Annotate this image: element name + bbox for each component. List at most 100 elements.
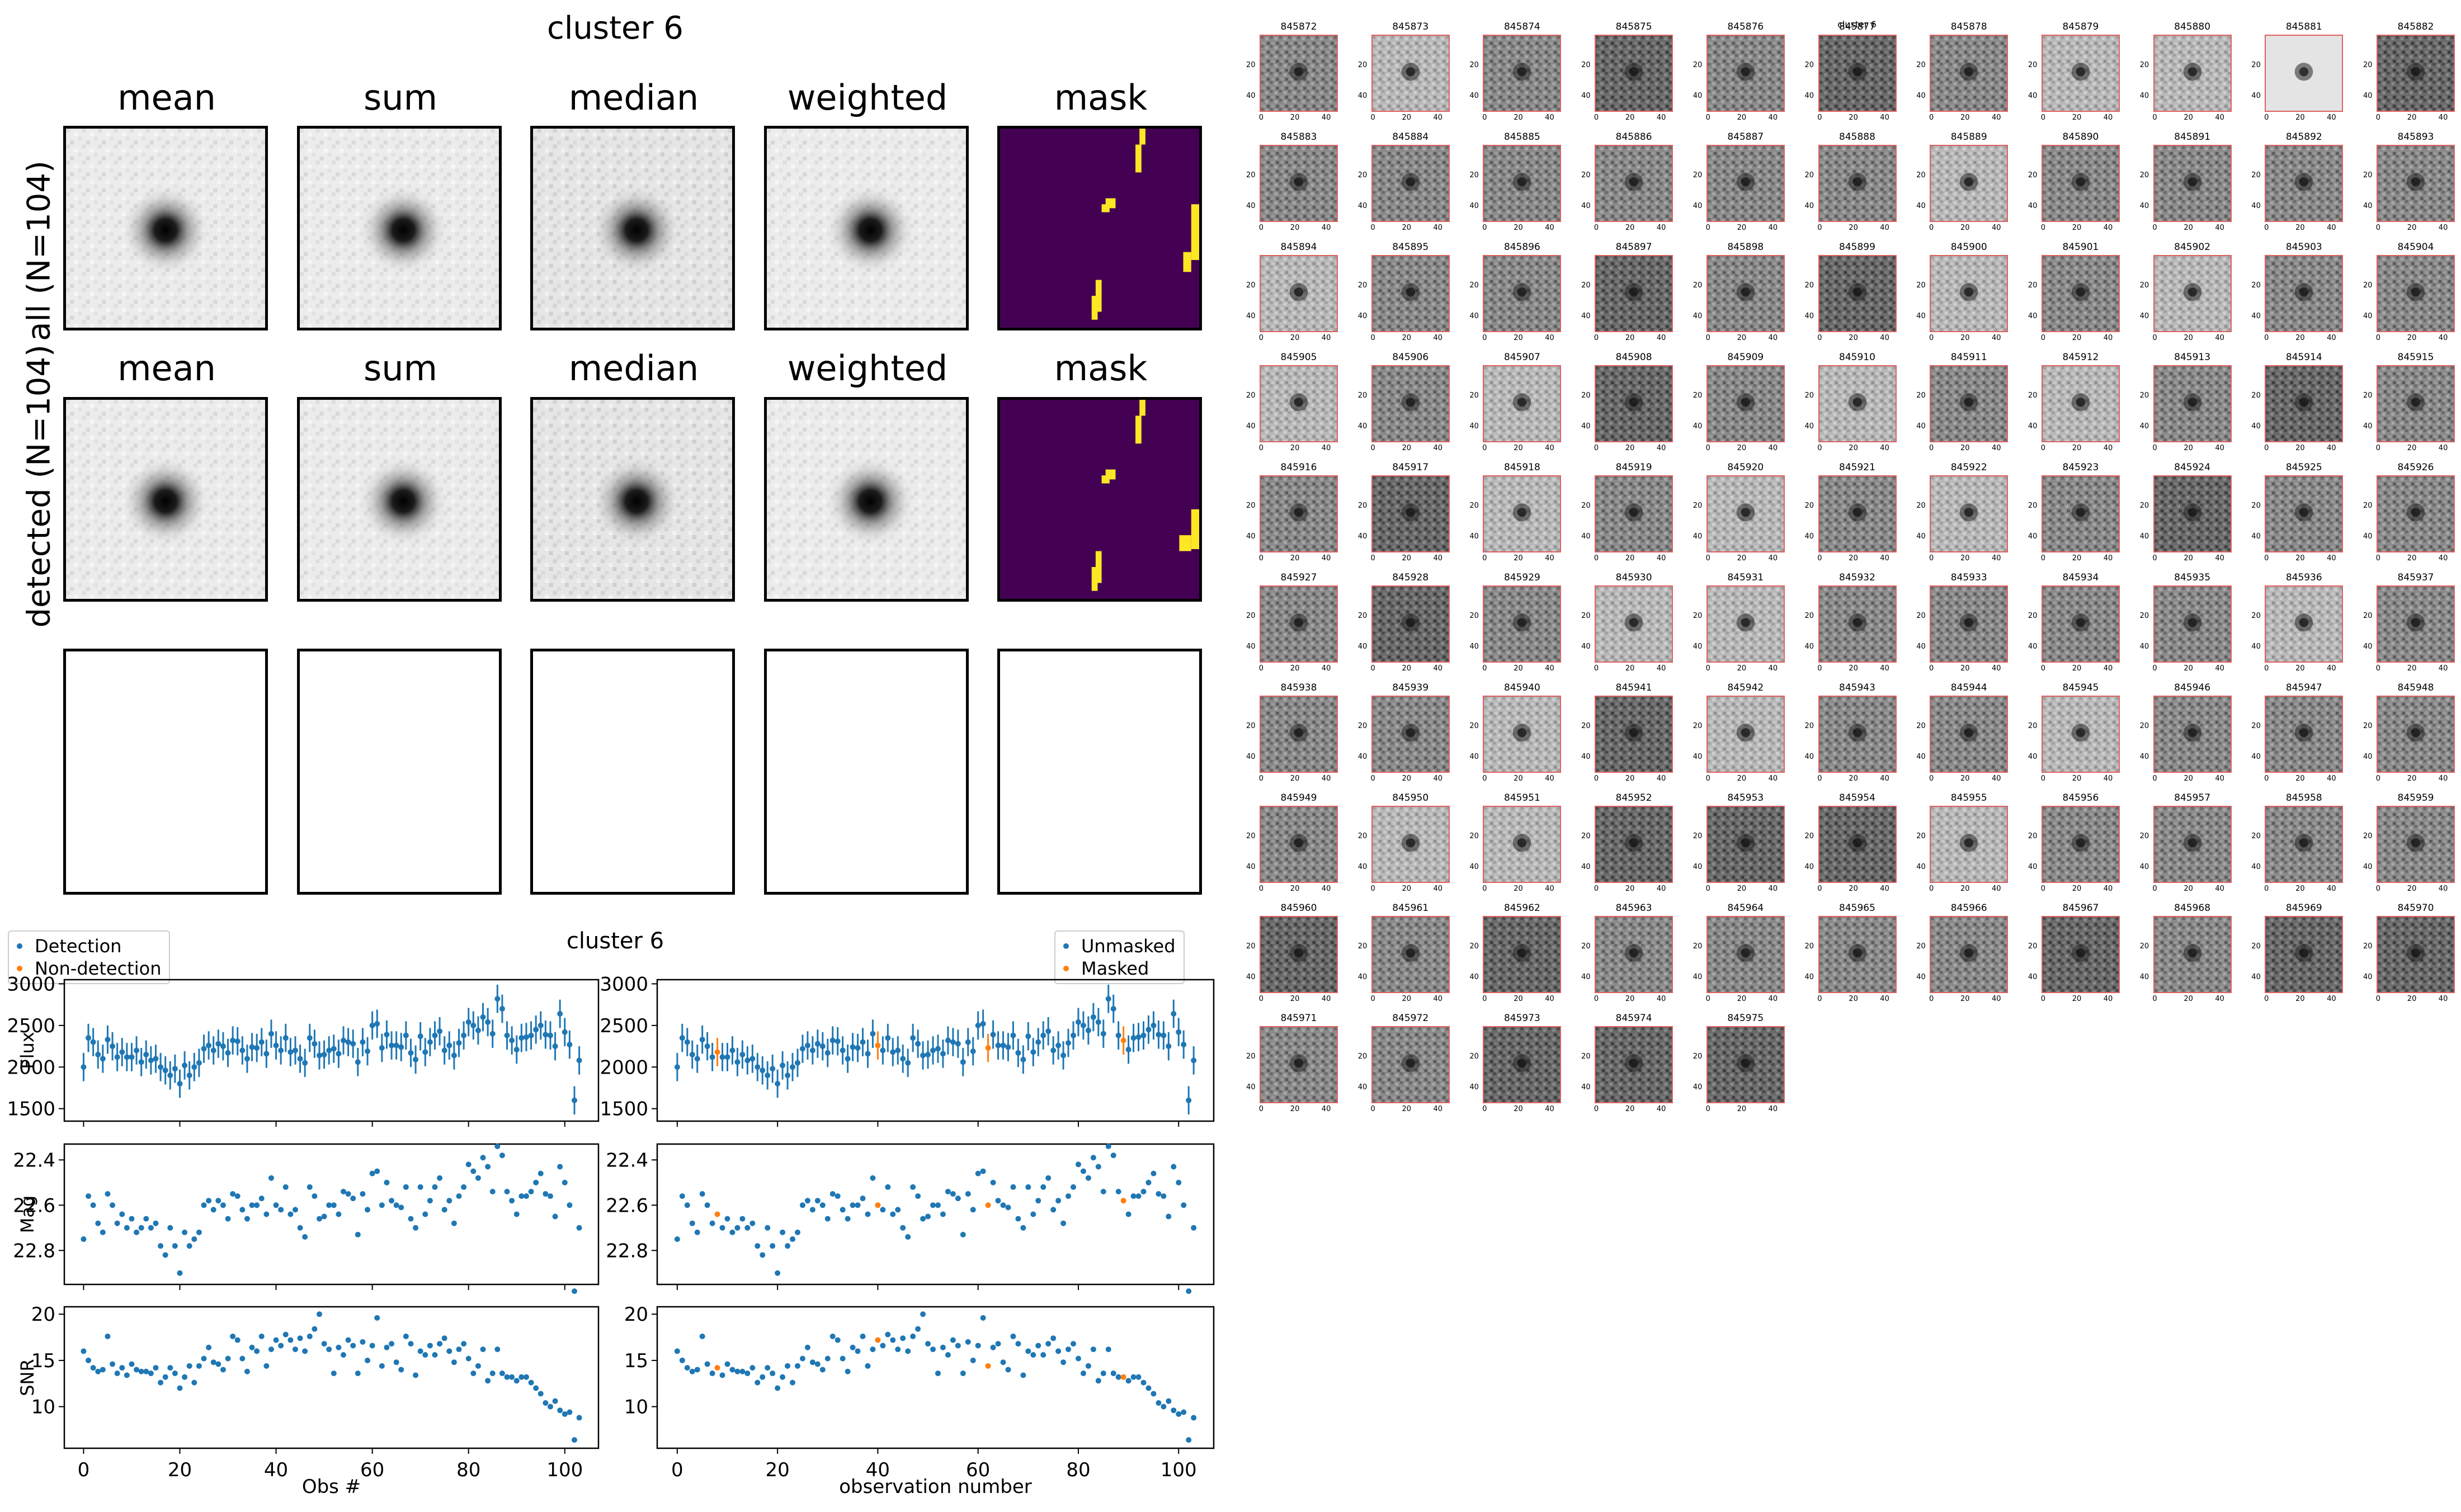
data-point xyxy=(480,1155,486,1161)
thumbnail-label: 845966 xyxy=(1950,903,1987,914)
thumbnail-xtick-label: 0 xyxy=(1258,885,1264,893)
thumbnail-ytick-label: 20 xyxy=(1469,61,1479,70)
data-point xyxy=(523,1193,529,1199)
thumbnail-xtick-label: 20 xyxy=(1960,664,1970,673)
thumbnail-ytick-label: 40 xyxy=(1357,642,1368,651)
thumbnail-xtick-label: 40 xyxy=(2215,444,2224,452)
data-point xyxy=(528,1032,534,1038)
thumbnail-xtick-label: 40 xyxy=(1321,334,1331,342)
thumbnail-image xyxy=(2153,806,2232,883)
y-tick-label: 3000 xyxy=(7,973,55,995)
thumbnail-ytick-label: 20 xyxy=(1357,1052,1368,1061)
legend-label-unmasked: Unmasked xyxy=(1081,935,1176,957)
thumbnail-xtick-label: 40 xyxy=(1321,554,1331,563)
thumbnail-xtick-label: 40 xyxy=(1768,114,1778,122)
data-point xyxy=(408,1050,414,1056)
thumbnail-image xyxy=(2041,585,2120,663)
thumbnail-xtick-label: 20 xyxy=(1737,885,1747,893)
thumbnail-label: 845969 xyxy=(2285,903,2322,914)
thumbnail-ytick-label: 20 xyxy=(1246,171,1256,180)
thumbnail-xtick-label: 40 xyxy=(1433,885,1443,893)
thumbnail-image xyxy=(1483,475,1562,552)
thumbnail-ytick-label: 40 xyxy=(1692,863,1703,872)
thumbnail-xtick-label: 20 xyxy=(1737,995,1747,1003)
data-point xyxy=(114,1054,120,1060)
thumbnail-xtick-label: 20 xyxy=(1402,774,1412,783)
thumbnail-xtick-label: 0 xyxy=(2375,444,2381,452)
thumbnail-xtick-label: 40 xyxy=(1768,774,1778,783)
data-point xyxy=(81,1236,87,1242)
thumbnail-xtick-label: 40 xyxy=(1545,334,1554,342)
thumbnail-ytick-label: 40 xyxy=(2251,202,2261,211)
data-point xyxy=(485,1164,491,1170)
thumbnail-xtick-label: 0 xyxy=(1705,774,1710,783)
thumbnail-label: 845965 xyxy=(1839,903,1875,914)
thumbnail-xtick-label: 0 xyxy=(1258,1105,1264,1113)
data-point xyxy=(465,1019,472,1025)
thumbnail-xtick-label: 40 xyxy=(2103,885,2113,893)
data-point xyxy=(355,1371,361,1377)
thumbnail-image xyxy=(2265,255,2344,332)
data-point xyxy=(350,1041,356,1047)
thumbnail-label: 845914 xyxy=(2285,352,2322,363)
thumbnail-xtick-label: 0 xyxy=(1258,224,1264,232)
thumbnail-ytick-label: 40 xyxy=(2251,92,2261,101)
thumbnail-ytick-label: 20 xyxy=(1692,502,1703,511)
data-point xyxy=(215,1361,221,1367)
thumbnail-label: 845874 xyxy=(1503,21,1540,32)
axes-frame xyxy=(63,979,600,1122)
thumbnail-xtick-label: 20 xyxy=(2072,774,2082,783)
data-point xyxy=(287,1337,294,1343)
thumbnail-xtick-label: 40 xyxy=(1768,444,1778,452)
thumbnail-xtick-label: 0 xyxy=(2040,664,2045,673)
data-point xyxy=(312,1193,318,1199)
data-point xyxy=(90,1202,96,1208)
y-axis-label: Flux xyxy=(17,1032,38,1069)
thumbnail-xtick-label: 20 xyxy=(1849,554,1858,563)
thumbnail-label: 845967 xyxy=(2062,903,2099,914)
thumbnail-xtick-label: 40 xyxy=(1880,334,1889,342)
thumbnail-image xyxy=(1706,475,1785,552)
thumbnail-xtick-label: 20 xyxy=(1625,334,1635,342)
thumbnail-ytick-label: 40 xyxy=(1357,1083,1368,1092)
data-point xyxy=(456,1193,462,1199)
thumbnail-image xyxy=(2377,806,2455,883)
thumbnail-ytick-label: 20 xyxy=(1916,832,1926,841)
thumbnail-xtick-label: 0 xyxy=(1258,554,1264,563)
thumbnail-xtick-label: 20 xyxy=(1514,995,1523,1003)
thumbnail-image xyxy=(1706,696,1785,773)
thumbnail-xtick-label: 20 xyxy=(1737,114,1747,122)
thumbnail-ytick-label: 40 xyxy=(1692,202,1703,211)
thumbnail-image xyxy=(2153,585,2232,663)
thumbnail-xtick-label: 20 xyxy=(2407,554,2417,563)
thumbnail-xtick-label: 40 xyxy=(1321,114,1331,122)
thumbnail-xtick-label: 0 xyxy=(2264,664,2269,673)
data-point xyxy=(129,1216,135,1222)
thumbnail-label: 845904 xyxy=(2397,242,2434,253)
data-point xyxy=(365,1048,371,1054)
data-point xyxy=(206,1344,212,1350)
thumbnail-ytick-label: 20 xyxy=(1581,942,1591,951)
thumbnail-xtick-label: 40 xyxy=(2327,554,2336,563)
thumbnail-xtick-label: 0 xyxy=(1482,334,1487,342)
thumbnail-image xyxy=(1483,585,1562,663)
data-point xyxy=(143,1051,149,1057)
data-point xyxy=(316,1052,322,1059)
thumbnail-image xyxy=(1483,145,1562,222)
data-point xyxy=(360,1339,366,1345)
data-point xyxy=(268,1346,274,1353)
thumbnail-xtick-label: 0 xyxy=(1370,334,1375,342)
thumbnail-xtick-label: 0 xyxy=(1370,995,1375,1003)
thumbnail-image xyxy=(2265,696,2344,773)
unmasked-marker-icon xyxy=(1063,943,1069,949)
thumbnail-xtick-label: 0 xyxy=(2152,885,2157,893)
thumbnail-label: 845927 xyxy=(1280,572,1317,583)
thumbnail-image xyxy=(1595,255,1673,332)
data-point xyxy=(258,1333,265,1339)
thumbnail-ytick-label: 40 xyxy=(2139,532,2149,541)
data-point xyxy=(105,1037,111,1043)
data-point xyxy=(86,1357,92,1363)
thumbnail-xtick-label: 20 xyxy=(1514,1105,1523,1113)
panel-all-sum xyxy=(297,126,502,330)
data-point xyxy=(220,1043,226,1050)
